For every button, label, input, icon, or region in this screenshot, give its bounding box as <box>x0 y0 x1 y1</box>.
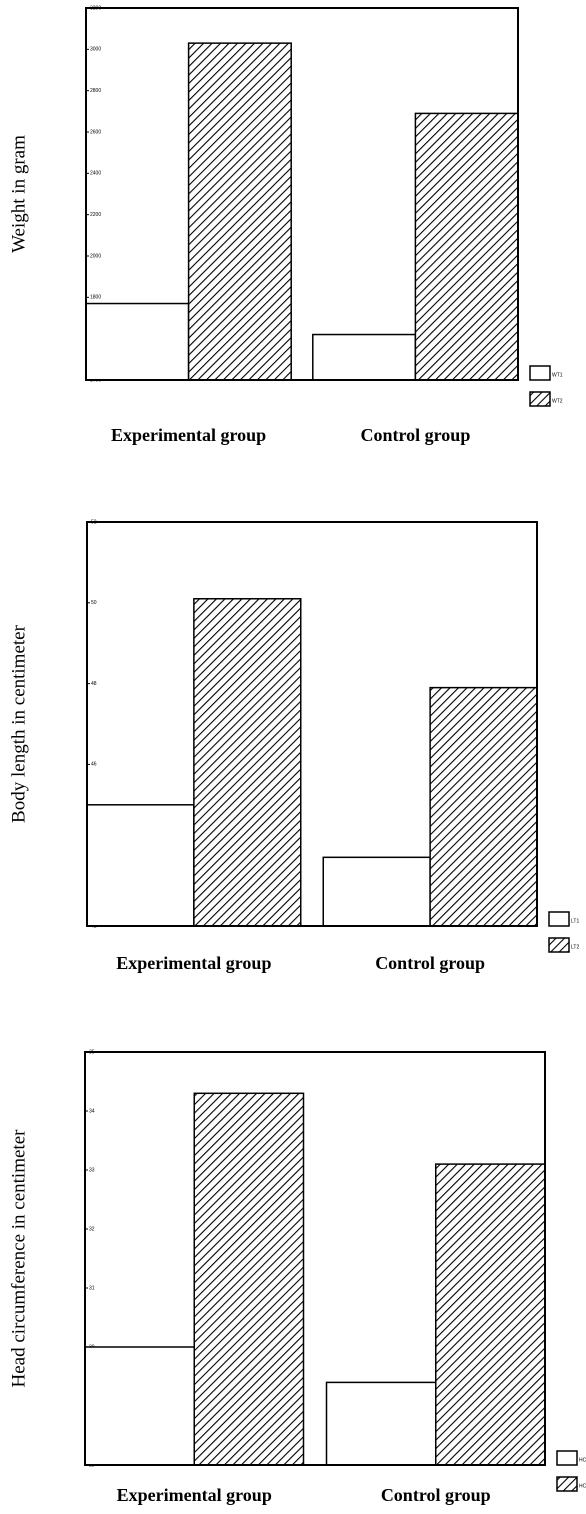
x-tick-label: Control group <box>360 425 470 445</box>
bar <box>430 688 537 926</box>
bar <box>436 1164 545 1465</box>
y-tick-label: 2400 <box>90 171 101 177</box>
x-tick-label: Experimental group <box>116 953 271 973</box>
legend-label: LT2 <box>571 944 579 950</box>
document: Weight in gram14001600180020002200240026… <box>0 0 586 1514</box>
y-tick-label: 34 <box>89 1108 95 1114</box>
legend-label: WT1 <box>552 372 563 378</box>
legend-swatch <box>549 938 569 952</box>
legend-label: WT2 <box>552 398 563 404</box>
y-tick-label: 32 <box>89 1226 95 1232</box>
legend-label: HC1 <box>579 1457 586 1463</box>
x-tick-label: Control group <box>375 953 485 973</box>
y-tick-label: 50 <box>91 600 97 606</box>
y-axis-label: Body length in centimeter <box>8 624 29 823</box>
legend-swatch <box>549 912 569 926</box>
y-tick-label: 2800 <box>90 88 101 94</box>
legend-swatch <box>557 1477 577 1491</box>
x-tick-label: Control group <box>381 1485 491 1505</box>
y-tick-label: 2200 <box>90 212 101 218</box>
bar <box>327 1382 436 1465</box>
bar <box>323 857 430 926</box>
y-tick-label: 2600 <box>90 129 101 135</box>
x-tick-label: Experimental group <box>111 425 266 445</box>
bar <box>415 113 518 380</box>
legend-swatch <box>557 1451 577 1465</box>
legend-label: HC2 <box>579 1483 586 1489</box>
y-tick-label: 1800 <box>90 295 101 301</box>
legend-swatch <box>530 366 550 380</box>
bar <box>85 1347 194 1465</box>
y-tick-label: 2000 <box>90 253 101 259</box>
y-tick-label: 3000 <box>90 47 101 53</box>
bar <box>87 805 194 926</box>
y-tick-label: 48 <box>91 681 97 687</box>
bar <box>313 335 416 380</box>
legend-label: LT1 <box>571 918 579 924</box>
bar <box>194 1093 303 1465</box>
legend-swatch <box>530 392 550 406</box>
y-axis-label: Head circumference in centimeter <box>8 1129 29 1388</box>
bar <box>194 599 301 926</box>
bar <box>189 43 292 380</box>
y-tick-label: 31 <box>89 1285 95 1291</box>
y-tick-label: 33 <box>89 1167 95 1173</box>
page: Weight in gram14001600180020002200240026… <box>0 0 586 1514</box>
x-tick-label: Experimental group <box>117 1485 272 1505</box>
bar <box>86 304 189 380</box>
y-axis-label: Weight in gram <box>8 135 29 253</box>
y-tick-label: 46 <box>91 762 97 768</box>
